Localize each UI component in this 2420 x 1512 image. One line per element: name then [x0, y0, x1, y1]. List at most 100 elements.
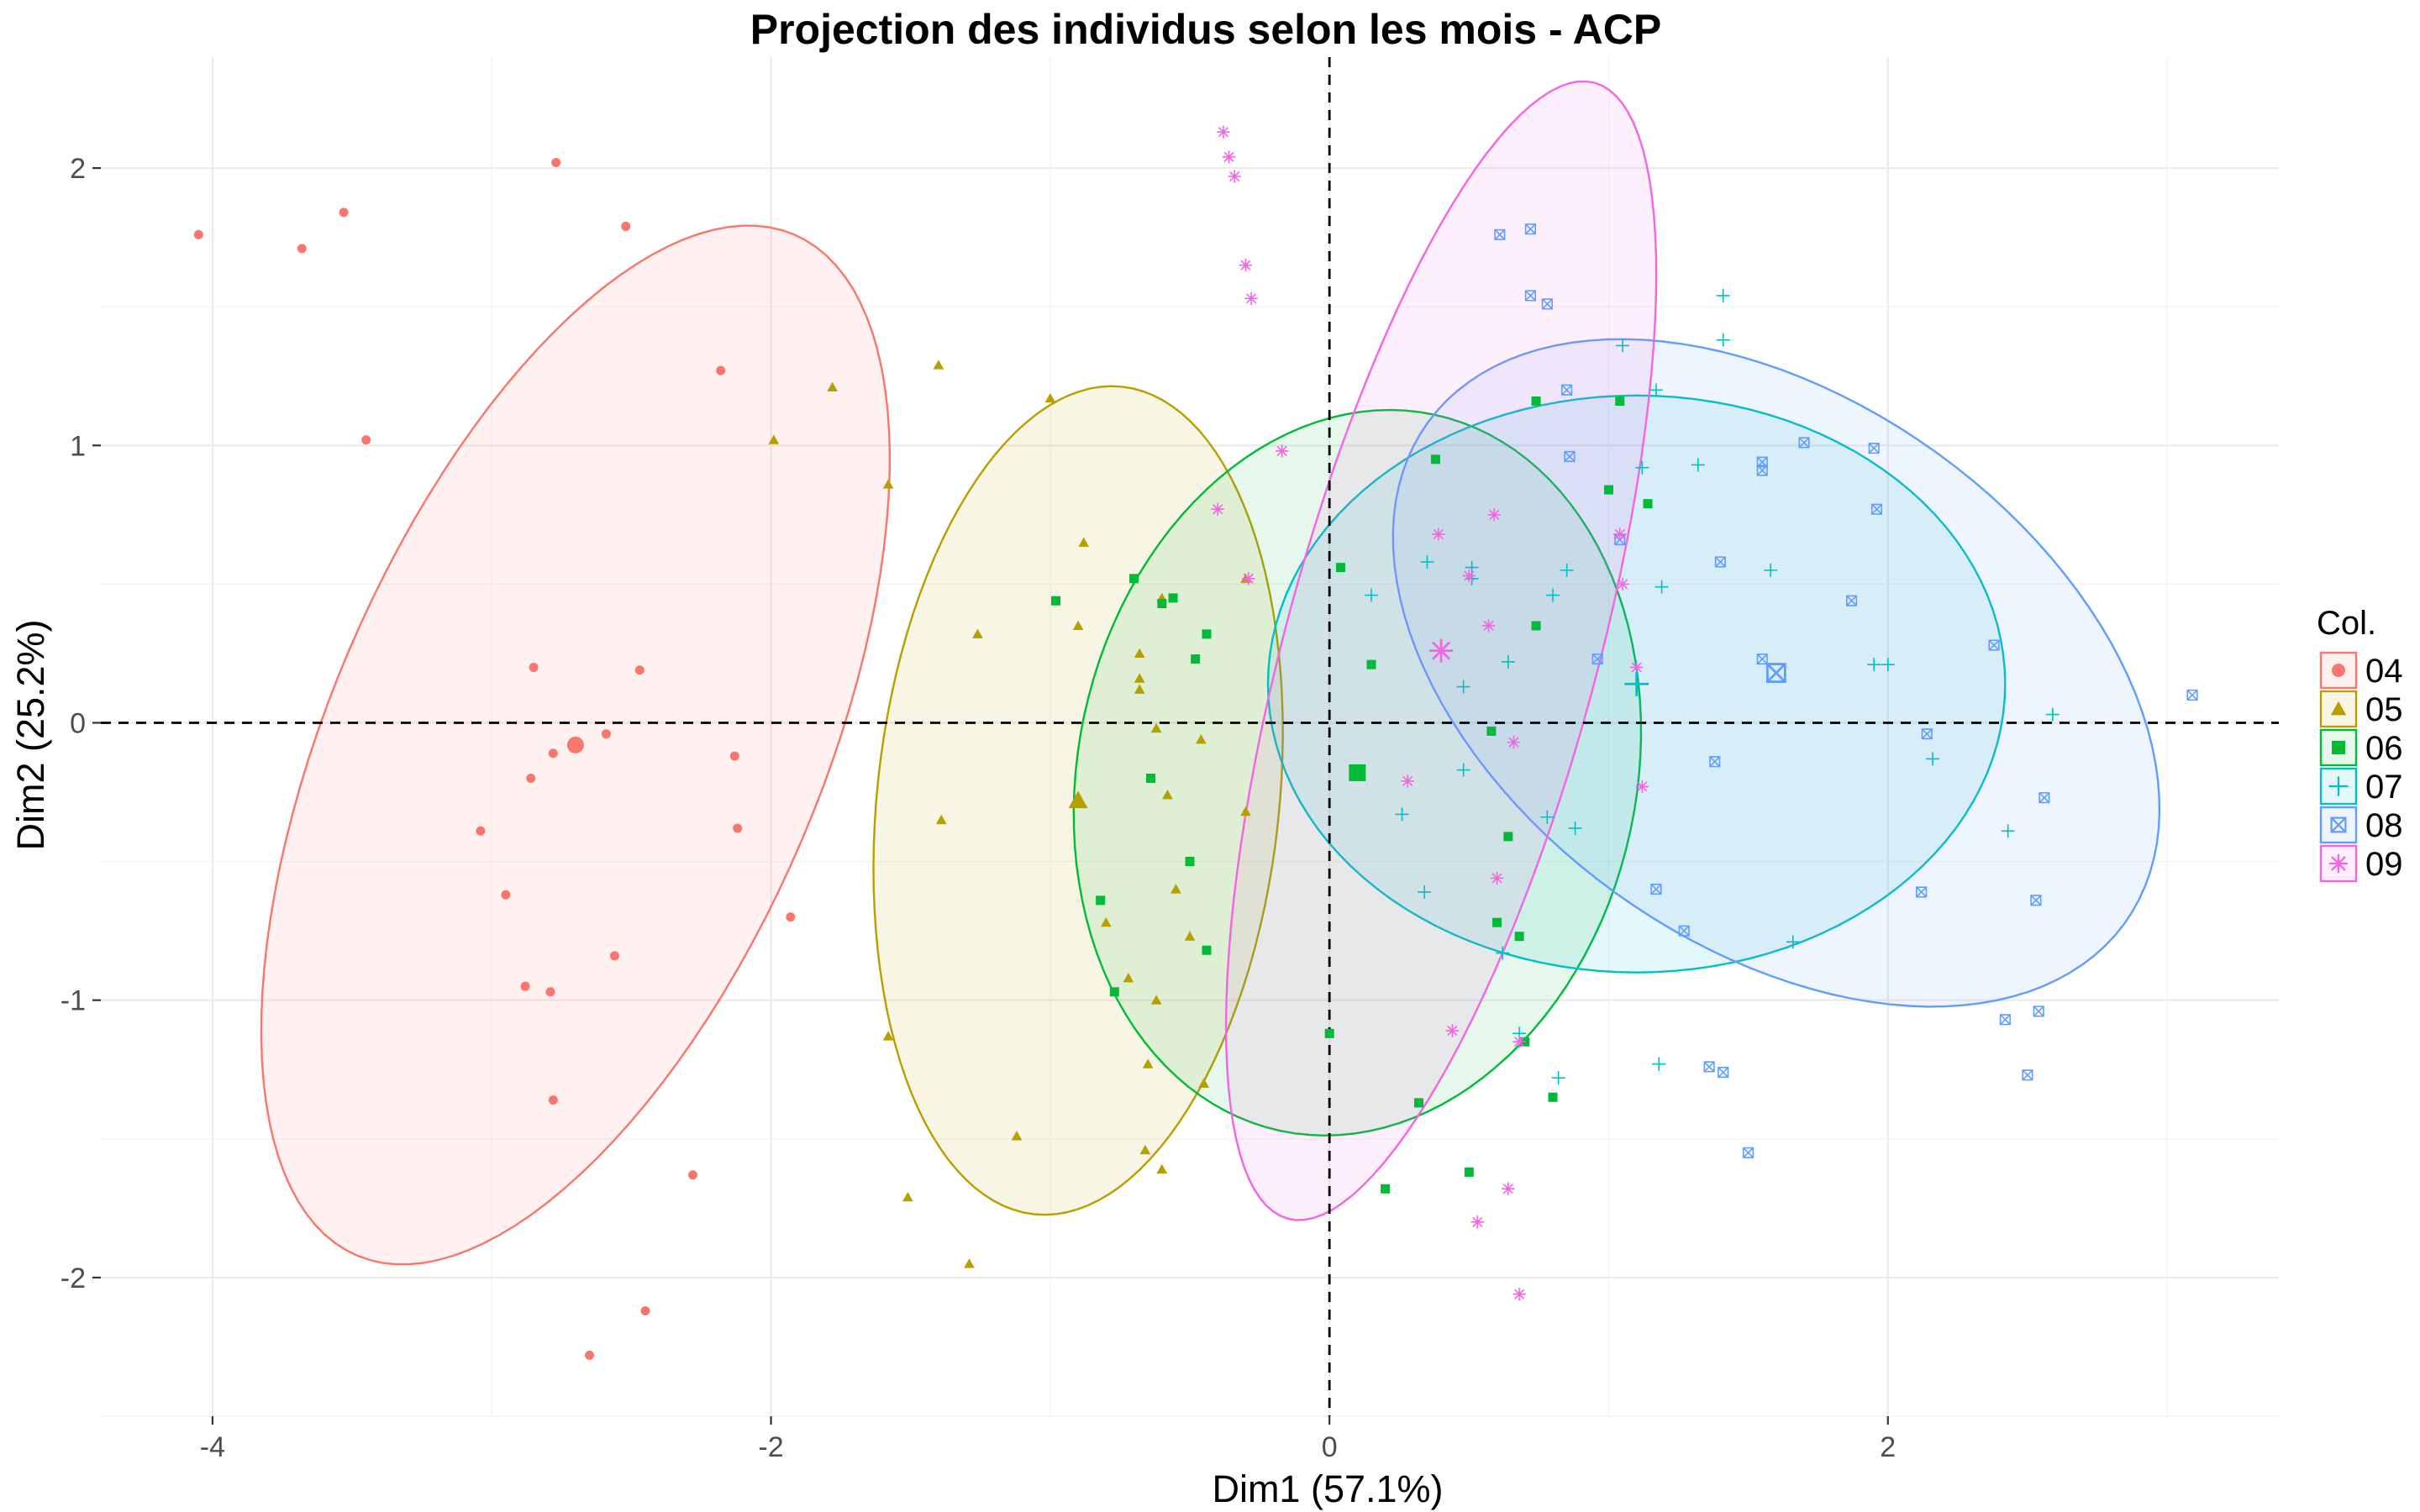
point-07 — [1867, 658, 1881, 672]
point-05 — [1134, 648, 1145, 658]
confidence-ellipses — [260, 80, 2161, 1266]
point-08 — [1743, 1147, 1754, 1158]
point-08 — [1845, 595, 1858, 606]
legend-key-08 — [2319, 806, 2358, 844]
y-tick-label: 2 — [70, 153, 86, 185]
legend-key-marker-09 — [2328, 853, 2349, 874]
point-04 — [529, 662, 539, 672]
point-07 — [2001, 824, 2015, 838]
x-tick-label: 2 — [1880, 1431, 1896, 1463]
legend-label-08: 08 — [2365, 807, 2403, 844]
point-08 — [1678, 925, 1690, 937]
point-06 — [1366, 659, 1376, 669]
point-07 — [1652, 1057, 1666, 1071]
legend-item-07: 07 — [2319, 767, 2403, 806]
point-07 — [1568, 821, 1582, 835]
point-05 — [768, 434, 780, 444]
point-04 — [687, 1170, 697, 1180]
y-tick-label: -2 — [60, 1263, 86, 1294]
point-04 — [733, 823, 743, 833]
point-04 — [551, 157, 561, 167]
point-09 — [1217, 125, 1230, 139]
legend-label-09: 09 — [2365, 846, 2403, 883]
point-08 — [2022, 1069, 2033, 1081]
point-07 — [1716, 333, 1730, 347]
point-07 — [1501, 654, 1515, 669]
point-06 — [1643, 499, 1653, 509]
legend-item-08: 08 — [2319, 806, 2403, 844]
point-04 — [361, 435, 371, 445]
point-09 — [1239, 258, 1253, 272]
point-05 — [1134, 673, 1145, 683]
point-09 — [1275, 444, 1289, 458]
point-07 — [2045, 707, 2060, 722]
point-04 — [526, 774, 536, 784]
point-06 — [1157, 599, 1167, 609]
point-08 — [1564, 450, 1576, 463]
point-07 — [1635, 460, 1649, 475]
point-06 — [1129, 574, 1139, 584]
legend-key-marker-06 — [2332, 741, 2345, 754]
legend-key-marker-07 — [2328, 776, 2349, 796]
point-06 — [1486, 726, 1497, 736]
point-04 — [193, 229, 203, 239]
point-06 — [1202, 945, 1212, 955]
point-08 — [1714, 556, 1726, 568]
point-06 — [1191, 654, 1201, 664]
point-08 — [1798, 437, 1810, 449]
point-08 — [1541, 298, 1553, 310]
point-05 — [1072, 620, 1084, 630]
point-09 — [1487, 508, 1501, 522]
point-04 — [545, 987, 555, 997]
point-08 — [1999, 1014, 2011, 1026]
point-08 — [1524, 290, 1536, 302]
point-08 — [1870, 503, 1883, 515]
point-05 — [1044, 392, 1056, 403]
point-05 — [1011, 1131, 1023, 1141]
point-04 — [729, 751, 739, 761]
point-07 — [1496, 946, 1510, 960]
centroids — [566, 638, 1786, 809]
point-07 — [1420, 554, 1434, 569]
point-08 — [1709, 756, 1721, 768]
point-04 — [548, 748, 558, 759]
point-05 — [1150, 722, 1162, 733]
point-05 — [1240, 806, 1251, 816]
point-08 — [2033, 1005, 2044, 1017]
point-05 — [1134, 684, 1145, 694]
legend-label-04: 04 — [2365, 653, 2403, 690]
legend-key-05 — [2319, 690, 2358, 728]
zero-lines — [101, 57, 2279, 1416]
point-06 — [1548, 1092, 1558, 1102]
point-09 — [1613, 528, 1627, 541]
point-05 — [1195, 733, 1207, 744]
centroid-07 — [1624, 671, 1649, 696]
point-08 — [2039, 792, 2050, 804]
chart-title: Projection des individus selon les mois … — [750, 6, 1662, 53]
point-07 — [1691, 458, 1705, 472]
point-06 — [1464, 1167, 1474, 1177]
x-tick-label: -2 — [758, 1431, 783, 1463]
point-09 — [1481, 619, 1496, 633]
point-09 — [1512, 1288, 1526, 1301]
x-tick-label: 0 — [1322, 1431, 1338, 1463]
point-06 — [1096, 895, 1106, 906]
point-04 — [621, 221, 631, 231]
point-06 — [1381, 1184, 1391, 1194]
point-09 — [1211, 502, 1224, 516]
point-04 — [339, 207, 349, 218]
point-06 — [1615, 396, 1625, 406]
point-04 — [585, 1350, 595, 1360]
point-07 — [1365, 588, 1378, 602]
point-05 — [1184, 931, 1196, 941]
point-05 — [827, 381, 838, 392]
legend-label-05: 05 — [2365, 691, 2403, 728]
point-08 — [1561, 384, 1573, 396]
point-09 — [1507, 735, 1521, 749]
point-09 — [1462, 569, 1476, 583]
point-05 — [1142, 1058, 1154, 1068]
point-07 — [1395, 807, 1409, 822]
point-06 — [1413, 1098, 1423, 1108]
